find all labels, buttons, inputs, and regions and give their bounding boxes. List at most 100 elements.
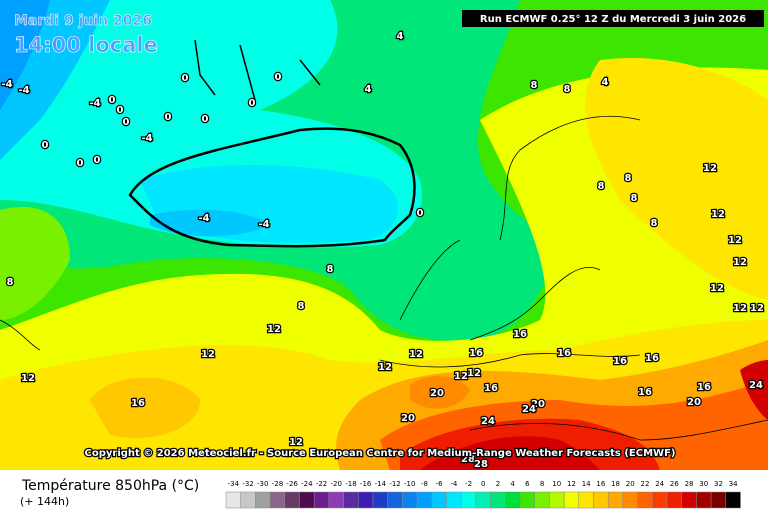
scale-swatch xyxy=(343,491,359,509)
scale-tick-label: -34 xyxy=(228,480,240,488)
scale-tick-label: -26 xyxy=(286,480,298,488)
contour-label: 4 xyxy=(365,84,372,95)
contour-label: -4 xyxy=(141,133,152,144)
contour-label: -4 xyxy=(18,85,29,96)
scale-swatch xyxy=(696,491,712,509)
copyright: Copyright © 2026 Meteociel.fr - Source E… xyxy=(85,448,676,459)
contour-label: 12 xyxy=(703,163,717,174)
contour-label: 16 xyxy=(557,348,571,359)
scale-swatch xyxy=(710,491,727,509)
scale-swatch xyxy=(607,491,624,509)
scale-tick-label: -24 xyxy=(301,480,313,488)
forecast-date: Mardi 9 juin 2026 xyxy=(14,13,152,29)
contour-label: 0 xyxy=(275,72,282,83)
contour-label: 8 xyxy=(531,80,538,91)
contour-label: 0 xyxy=(165,112,172,123)
contour-label: 16 xyxy=(484,383,498,394)
scale-tick-label: -6 xyxy=(436,480,444,488)
coastlines xyxy=(0,39,768,441)
contour-label: 16 xyxy=(513,329,527,340)
contour-label: 12 xyxy=(378,362,392,373)
contour-label: -4 xyxy=(1,79,12,90)
scale-tick-label: -2 xyxy=(465,480,472,488)
legend-subtitle: (+ 144h) xyxy=(20,495,69,508)
scale-swatch xyxy=(475,491,491,509)
scale-tick-label: 12 xyxy=(567,480,576,488)
run-box xyxy=(462,10,764,27)
contour-label: 12 xyxy=(267,324,281,335)
contour-label: 8 xyxy=(564,84,571,95)
contour-label: 12 xyxy=(733,303,747,314)
contour-label: 8 xyxy=(298,301,305,312)
scale-tick-label: 28 xyxy=(685,480,694,488)
legend-title: Température 850hPa (°C) xyxy=(21,478,199,494)
contour-label: 12 xyxy=(21,373,35,384)
scale-swatch xyxy=(534,491,550,509)
contour-label: 16 xyxy=(645,353,659,364)
contour-label: 16 xyxy=(469,348,483,359)
contour-label: 12 xyxy=(289,437,303,448)
scale-swatch xyxy=(402,491,418,509)
scale-swatch xyxy=(240,491,256,509)
contour-label: 16 xyxy=(697,382,711,393)
scale-swatch xyxy=(549,491,565,509)
scale-swatch xyxy=(666,491,682,509)
contour-label: 0 xyxy=(182,73,189,84)
contour-label: -4 xyxy=(258,219,269,230)
scale-tick-label: 22 xyxy=(640,480,649,488)
contour-label: 0 xyxy=(249,98,256,109)
contour-label: 12 xyxy=(733,257,747,268)
scale-tick-label: 16 xyxy=(596,480,605,488)
color-scale: -34 -32 -30 -28 -26 -24 -22 -20 -18 -16 -14 -12 -10-… xyxy=(225,480,741,509)
contour-label: 24 xyxy=(522,404,536,415)
contour-label: 12 xyxy=(710,283,724,294)
scale-tick-label: -16 xyxy=(360,480,372,488)
scale-tick-label: -32 xyxy=(242,480,253,488)
contour-label: 16 xyxy=(131,398,145,409)
scale-swatch xyxy=(637,491,653,509)
scale-tick-label: 18 xyxy=(611,480,620,488)
scale-tick-label: 8 xyxy=(540,480,544,488)
contour-label: 8 xyxy=(7,277,14,288)
scale-tick-label: -18 xyxy=(345,480,356,488)
contour-label: 0 xyxy=(94,155,101,166)
contour-label: 8 xyxy=(651,218,658,229)
contour-label: 0 xyxy=(117,105,124,116)
contour-label: 0 xyxy=(417,208,424,219)
contour-label: 12 xyxy=(454,371,468,382)
scale-tick-label: -4 xyxy=(450,480,458,488)
scale-swatch xyxy=(431,491,447,509)
scale-tick-label: -8 xyxy=(421,480,428,488)
forecast-time: 14:00 locale xyxy=(14,33,158,57)
scale-swatch xyxy=(328,491,344,509)
scale-swatch xyxy=(313,491,330,509)
scale-tick-label: 30 xyxy=(699,480,708,488)
contour-label: 8 xyxy=(327,264,334,275)
contour-label: 20 xyxy=(430,388,444,399)
contour-label: 20 xyxy=(687,397,701,408)
contour-label: 0 xyxy=(123,117,130,128)
scale-tick-label: -12 xyxy=(389,480,400,488)
contour-label: 20 xyxy=(531,399,545,410)
scale-swatch xyxy=(358,491,374,509)
run-info: Run ECMWF 0.25° 12 Z du Mercredi 3 juin … xyxy=(480,14,746,25)
scale-tick-label: 4 xyxy=(510,480,515,488)
scale-swatch xyxy=(652,491,668,509)
contour-label: 12 xyxy=(467,368,481,379)
contour-label: 12 xyxy=(201,349,215,360)
scale-swatch xyxy=(519,491,535,509)
scale-tick-label: 20 xyxy=(626,480,635,488)
scale-swatch xyxy=(255,491,271,509)
scale-swatch xyxy=(725,491,741,509)
scale-swatch xyxy=(563,491,580,509)
contour-label: 8 xyxy=(631,193,638,204)
contour-label: 16 xyxy=(638,387,652,398)
scale-tick-label: -14 xyxy=(375,480,387,488)
contour-label: 4 xyxy=(397,31,404,42)
contour-label: 12 xyxy=(409,349,423,360)
contour-label: 24 xyxy=(481,416,495,427)
scale-swatch xyxy=(284,491,300,509)
scale-swatch xyxy=(269,491,286,509)
scale-swatch xyxy=(490,491,506,509)
